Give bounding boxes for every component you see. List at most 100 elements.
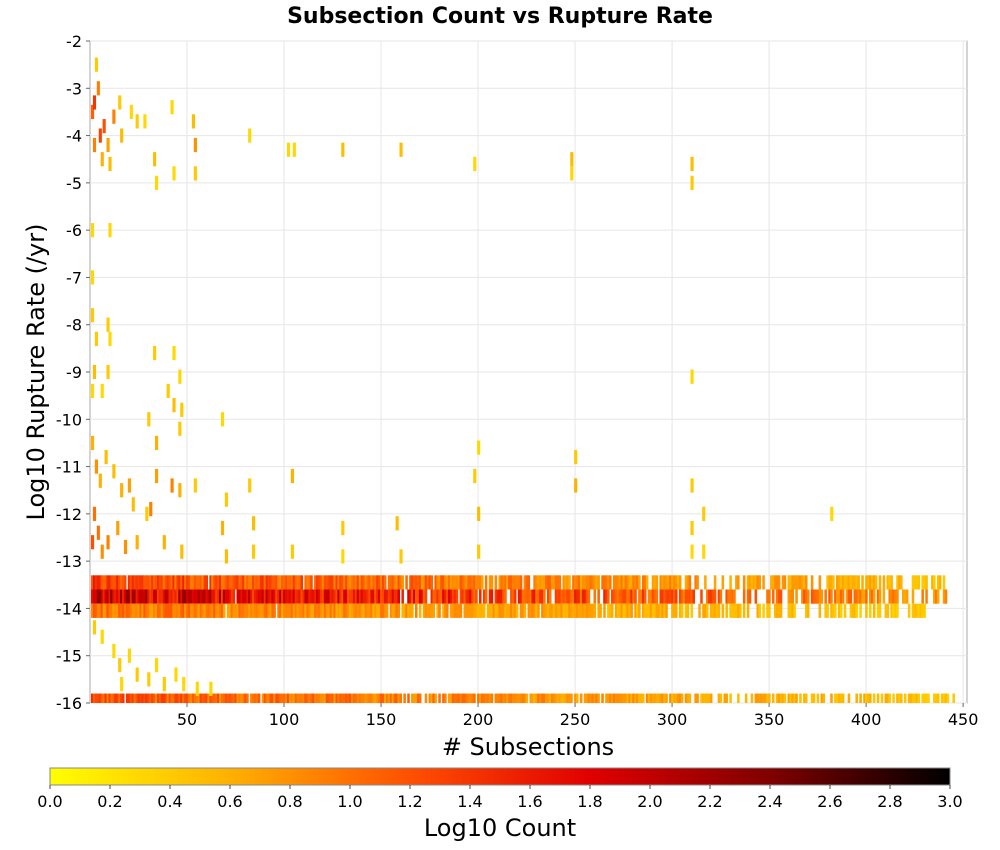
heatmap-cell — [220, 412, 225, 427]
heatmap-cell — [863, 589, 866, 604]
heatmap-cell — [120, 589, 123, 604]
heatmap-cell — [222, 575, 226, 590]
heatmap-cell — [640, 693, 643, 703]
heatmap-cell — [793, 603, 796, 618]
heatmap-cell — [438, 589, 441, 604]
heatmap-cell — [432, 603, 435, 618]
heatmap-cell — [238, 603, 241, 618]
heatmap-cell — [248, 575, 251, 590]
heatmap-cell — [642, 693, 645, 703]
heatmap-cell — [642, 575, 645, 590]
heatmap-cell — [195, 589, 199, 604]
heatmap-cell — [647, 589, 651, 604]
heatmap-cell — [640, 589, 643, 604]
heatmap-cell — [174, 693, 177, 703]
heatmap-cell — [577, 603, 581, 618]
heatmap-cell — [178, 369, 182, 384]
heatmap-cell — [706, 693, 709, 703]
heatmap-cell — [226, 603, 230, 618]
heatmap-cell — [201, 603, 205, 618]
heatmap-cell — [607, 575, 610, 590]
heatmap-cell — [316, 603, 319, 618]
heatmap-cell — [907, 603, 911, 618]
heatmap-cell — [541, 693, 544, 703]
heatmap-cell — [905, 589, 909, 604]
heatmap-cell — [756, 603, 760, 618]
heatmap-cell — [599, 603, 602, 618]
heatmap-cell — [170, 693, 174, 703]
heatmap-cell — [416, 575, 420, 590]
heatmap-cell — [915, 575, 919, 590]
heatmap-cell — [335, 575, 338, 590]
heatmap-cell — [158, 575, 162, 590]
heatmap-cell — [283, 589, 286, 604]
heatmap-cell — [754, 575, 758, 590]
heatmap-cell — [558, 693, 562, 703]
heatmap-cell — [768, 603, 771, 618]
heatmap-cell — [758, 603, 761, 618]
heatmap-cell — [281, 603, 284, 618]
heatmap-cell — [661, 589, 664, 604]
heatmap-cell — [548, 589, 552, 604]
heatmap-cell — [100, 544, 104, 559]
heatmap-cell — [872, 603, 876, 618]
heatmap-cell — [832, 603, 835, 618]
heatmap-cell — [98, 589, 102, 604]
heatmap-cell — [416, 693, 420, 703]
heatmap-cell — [669, 693, 672, 703]
heatmap-cell — [129, 589, 133, 604]
heatmap-cell — [865, 693, 868, 703]
heatmap-cell — [564, 589, 567, 604]
heatmap-cell — [744, 693, 748, 703]
heatmap-cell — [356, 693, 360, 703]
heatmap-cell — [923, 575, 926, 590]
heatmap-cell — [803, 693, 806, 703]
heatmap-cell — [166, 603, 170, 618]
heatmap-cell — [352, 693, 356, 703]
heatmap-cell — [184, 693, 187, 703]
heatmap-cell — [473, 693, 476, 703]
heatmap-cell — [612, 575, 616, 590]
heatmap-cell — [380, 589, 383, 604]
heatmap-cell — [585, 693, 589, 703]
heatmap-cell — [789, 575, 793, 590]
heatmap-cell — [118, 603, 121, 618]
heatmap-cell — [587, 589, 591, 604]
heatmap-cell — [234, 603, 238, 618]
heatmap-cell — [106, 317, 110, 332]
heatmap-cell — [839, 575, 843, 590]
heatmap-cell — [321, 603, 325, 618]
heatmap-cell — [114, 603, 117, 618]
heatmap-cell — [762, 603, 765, 618]
heatmap-cell — [519, 575, 523, 590]
heatmap-cell — [100, 629, 104, 644]
heatmap-cell — [925, 589, 928, 604]
heatmap-cell — [414, 693, 418, 703]
heatmap-cell — [317, 603, 321, 618]
heatmap-cell — [232, 603, 236, 618]
heatmap-cell — [455, 693, 459, 703]
heatmap-cell — [581, 589, 585, 604]
heatmap-cell — [659, 693, 663, 703]
heatmap-cell — [843, 603, 847, 618]
heatmap-cell — [166, 693, 170, 703]
heatmap-cell — [252, 575, 255, 590]
heatmap-cell — [572, 575, 575, 590]
heatmap-cell — [830, 589, 833, 604]
heatmap-cell — [806, 589, 810, 604]
heatmap-cell — [729, 693, 732, 703]
heatmap-cell — [98, 473, 102, 488]
heatmap-cell — [283, 693, 286, 703]
heatmap-cell — [98, 693, 102, 703]
heatmap-cell — [804, 603, 808, 618]
heatmap-cell — [574, 450, 578, 465]
heatmap-cell — [531, 603, 534, 618]
heatmap-cell — [236, 575, 240, 590]
heatmap-cell — [100, 575, 104, 590]
heatmap-cell — [92, 364, 97, 380]
heatmap-cell — [354, 589, 358, 604]
heatmap-cell — [123, 603, 127, 618]
heatmap-cell — [490, 693, 494, 703]
heatmap-cell — [589, 693, 593, 703]
heatmap-cell — [680, 589, 684, 604]
